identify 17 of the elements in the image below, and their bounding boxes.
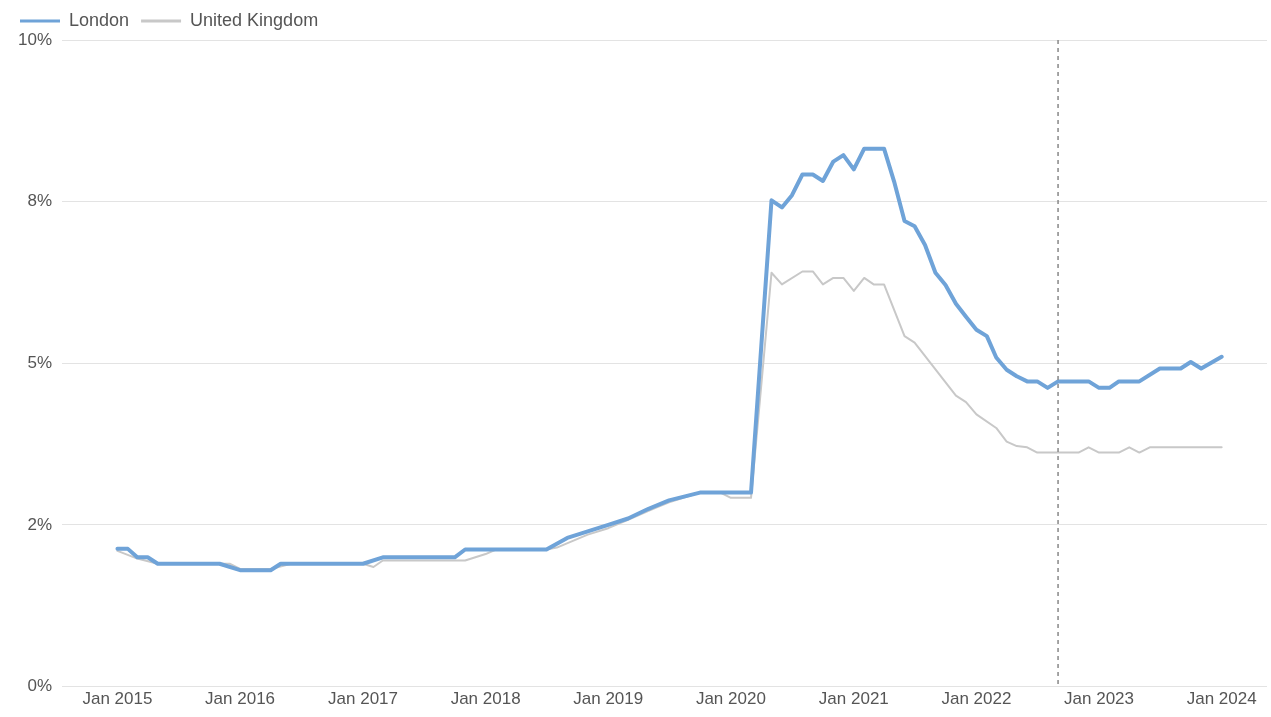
legend-label: London [69, 9, 130, 30]
x-tick-label: Jan 2018 [450, 689, 521, 709]
x-tick-label: Jan 2021 [818, 689, 889, 709]
x-tick-label: Jan 2015 [82, 689, 153, 709]
x-tick-label: Jan 2019 [573, 689, 644, 709]
x-tick-label: Jan 2023 [1064, 689, 1135, 709]
y-tick-label: 8% [27, 191, 53, 211]
legend-label: United Kingdom [190, 9, 319, 30]
x-tick-label: Jan 2016 [205, 689, 276, 709]
y-tick-label: 2% [27, 514, 53, 534]
x-tick-label: Jan 2024 [1186, 689, 1257, 709]
y-tick-label: 10% [17, 29, 53, 49]
x-tick-label: Jan 2020 [695, 689, 766, 709]
x-tick-label: Jan 2017 [328, 689, 398, 709]
x-tick-label: Jan 2022 [941, 689, 1012, 709]
y-tick-label: 5% [27, 352, 53, 372]
y-tick-label: 0% [27, 676, 53, 696]
